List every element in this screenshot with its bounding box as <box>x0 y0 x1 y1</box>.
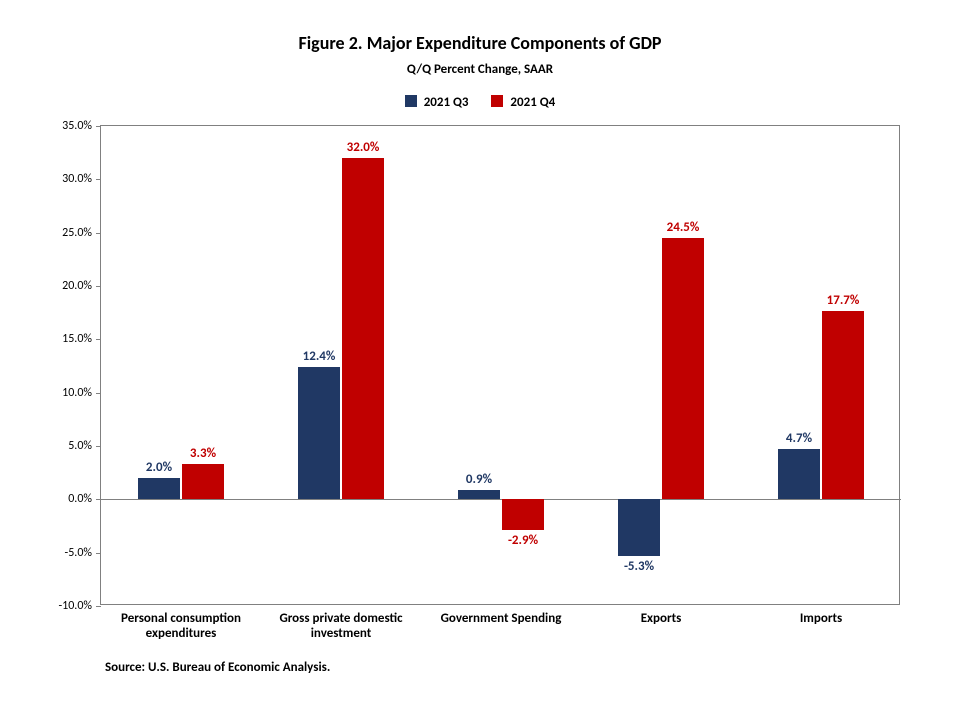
ytick-label: 10.0% <box>42 386 92 400</box>
ytick-label: 20.0% <box>42 279 92 293</box>
ytick-label: 30.0% <box>42 172 92 186</box>
bar <box>822 311 864 500</box>
legend-label-q4: 2021 Q4 <box>510 95 555 110</box>
zero-line <box>101 499 901 500</box>
ytick-mark <box>96 339 101 340</box>
legend-item-q3: 2021 Q3 <box>405 95 469 110</box>
ytick-mark <box>96 126 101 127</box>
bar-value-label: 32.0% <box>347 140 380 155</box>
bar <box>298 367 340 499</box>
ytick-label: 5.0% <box>42 439 92 453</box>
bar <box>138 478 180 499</box>
bar <box>458 490 500 500</box>
category-label: Gross private domestic investment <box>261 612 421 642</box>
bar-value-label: -5.3% <box>624 559 654 574</box>
bar-value-label: 17.7% <box>827 293 860 308</box>
bar-value-label: 3.3% <box>190 446 216 461</box>
bar <box>662 238 704 499</box>
chart-legend: 2021 Q3 2021 Q4 <box>0 95 960 110</box>
legend-item-q4: 2021 Q4 <box>491 95 555 110</box>
bar <box>502 499 544 530</box>
category-label: Personal consumption expenditures <box>101 612 261 642</box>
ytick-label: -10.0% <box>42 599 92 613</box>
ytick-mark <box>96 606 101 607</box>
plot-area: -10.0%-5.0%0.0%5.0%10.0%15.0%20.0%25.0%3… <box>100 125 900 605</box>
bar <box>342 158 384 499</box>
chart-subtitle: Q/Q Percent Change, SAAR <box>0 62 960 77</box>
ytick-label: 25.0% <box>42 226 92 240</box>
category-label: Imports <box>741 612 901 627</box>
bar-value-label: 0.9% <box>466 472 492 487</box>
ytick-mark <box>96 179 101 180</box>
bar-value-label: 24.5% <box>667 220 700 235</box>
bar-value-label: 2.0% <box>146 460 172 475</box>
category-label: Government Spending <box>421 612 581 627</box>
bar <box>182 464 224 499</box>
legend-label-q3: 2021 Q3 <box>424 95 469 110</box>
bar-value-label: -2.9% <box>508 533 538 548</box>
legend-swatch-q4 <box>491 95 503 107</box>
ytick-label: -5.0% <box>42 546 92 560</box>
ytick-mark <box>96 446 101 447</box>
ytick-mark <box>96 553 101 554</box>
bar-value-label: 12.4% <box>303 349 336 364</box>
category-label: Exports <box>581 612 741 627</box>
bar <box>618 499 660 556</box>
legend-swatch-q3 <box>405 95 417 107</box>
source-note: Source: U.S. Bureau of Economic Analysis… <box>105 660 330 675</box>
chart-container: Figure 2. Major Expenditure Components o… <box>0 0 960 720</box>
chart-title: Figure 2. Major Expenditure Components o… <box>0 32 960 54</box>
ytick-label: 0.0% <box>42 492 92 506</box>
ytick-label: 15.0% <box>42 332 92 346</box>
ytick-mark <box>96 233 101 234</box>
ytick-mark <box>96 286 101 287</box>
ytick-mark <box>96 393 101 394</box>
ytick-label: 35.0% <box>42 119 92 133</box>
bar-value-label: 4.7% <box>786 431 812 446</box>
bar <box>778 449 820 499</box>
